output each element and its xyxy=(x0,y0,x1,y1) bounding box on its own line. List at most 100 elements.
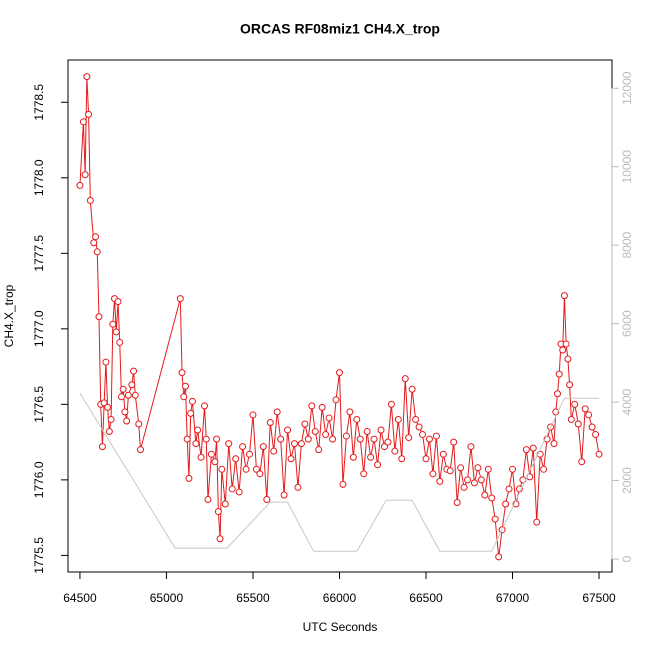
data-point xyxy=(188,397,196,405)
data-point xyxy=(301,420,309,428)
data-point xyxy=(457,464,465,472)
data-point xyxy=(242,465,250,473)
data-point xyxy=(559,346,567,354)
data-point xyxy=(325,414,333,422)
data-point xyxy=(467,443,475,451)
data-point xyxy=(100,399,108,407)
data-point xyxy=(201,402,209,410)
data-point xyxy=(432,432,440,440)
data-point xyxy=(346,408,354,416)
data-point xyxy=(460,483,468,491)
data-point xyxy=(304,435,312,443)
y2-tick-label: 0 xyxy=(620,555,634,562)
data-point xyxy=(477,476,485,484)
data-point xyxy=(214,508,222,516)
data-point xyxy=(353,415,361,423)
data-point xyxy=(105,428,113,436)
data-point xyxy=(235,488,243,496)
data-point xyxy=(246,450,254,458)
data-point xyxy=(553,390,561,398)
data-point xyxy=(98,443,106,451)
data-point xyxy=(121,408,129,416)
data-point xyxy=(380,443,388,451)
y-axis-label: CH4.X_trop xyxy=(2,284,16,347)
data-point xyxy=(464,476,472,484)
data-point xyxy=(405,434,413,442)
data-point xyxy=(287,455,295,463)
y-tick-label: 1776.5 xyxy=(32,386,46,423)
data-point xyxy=(588,423,596,431)
data-point xyxy=(550,440,558,448)
y2-tick-label: 8000 xyxy=(620,232,634,259)
data-point xyxy=(119,385,127,393)
data-point xyxy=(356,435,364,443)
data-point xyxy=(207,450,215,458)
data-point xyxy=(130,367,138,375)
series-line xyxy=(79,392,600,552)
data-point xyxy=(256,470,264,478)
data-point xyxy=(585,411,593,419)
y-tick-label: 1777.0 xyxy=(32,310,46,347)
data-point xyxy=(123,417,131,425)
data-point xyxy=(93,248,101,256)
data-point xyxy=(592,431,600,439)
data-point xyxy=(439,450,447,458)
data-point xyxy=(290,440,298,448)
plot-frame xyxy=(67,59,613,573)
data-point xyxy=(419,431,427,439)
x-tick-label: 67000 xyxy=(496,591,530,605)
data-point xyxy=(318,403,326,411)
y2-tick-label: 10000 xyxy=(620,150,634,184)
data-point xyxy=(408,385,416,393)
data-point xyxy=(529,444,537,452)
data-point xyxy=(595,450,603,458)
data-point xyxy=(104,403,112,411)
data-point xyxy=(425,435,433,443)
data-point xyxy=(95,313,103,321)
data-point xyxy=(131,391,139,399)
data-point xyxy=(581,405,589,413)
data-point xyxy=(86,196,94,204)
data-point xyxy=(277,435,285,443)
data-point xyxy=(181,382,189,390)
data-point xyxy=(412,415,420,423)
data-point xyxy=(332,396,340,404)
data-point xyxy=(232,455,240,463)
x-tick-label: 66500 xyxy=(409,591,443,605)
data-point xyxy=(185,474,193,482)
data-point xyxy=(509,465,517,473)
data-point xyxy=(429,470,437,478)
data-point xyxy=(194,426,202,434)
data-point xyxy=(216,535,224,543)
data-point xyxy=(202,435,210,443)
data-point xyxy=(117,393,125,401)
data-point xyxy=(128,381,136,389)
data-point xyxy=(180,393,188,401)
data-point xyxy=(270,447,278,455)
data-point xyxy=(176,295,184,303)
data-point xyxy=(124,391,132,399)
y2-tick-label: 6000 xyxy=(620,310,634,337)
data-point xyxy=(367,453,375,461)
data-point xyxy=(218,465,226,473)
x-tick-label: 65500 xyxy=(236,591,270,605)
data-point xyxy=(284,426,292,434)
data-point xyxy=(566,381,574,389)
data-point xyxy=(387,400,395,408)
data-point xyxy=(249,411,257,419)
data-point xyxy=(92,233,100,241)
data-point xyxy=(259,443,267,451)
data-point xyxy=(349,453,357,461)
data-point xyxy=(187,409,195,417)
data-point xyxy=(252,465,260,473)
data-point xyxy=(81,171,89,179)
y-tick-label: 1778.5 xyxy=(32,84,46,121)
data-point xyxy=(470,479,478,487)
data-point xyxy=(450,438,458,446)
data-point xyxy=(453,499,461,507)
data-point xyxy=(384,438,392,446)
data-point xyxy=(239,443,247,451)
x-tick-label: 66000 xyxy=(323,591,357,605)
data-point xyxy=(567,415,575,423)
data-point xyxy=(495,553,503,561)
